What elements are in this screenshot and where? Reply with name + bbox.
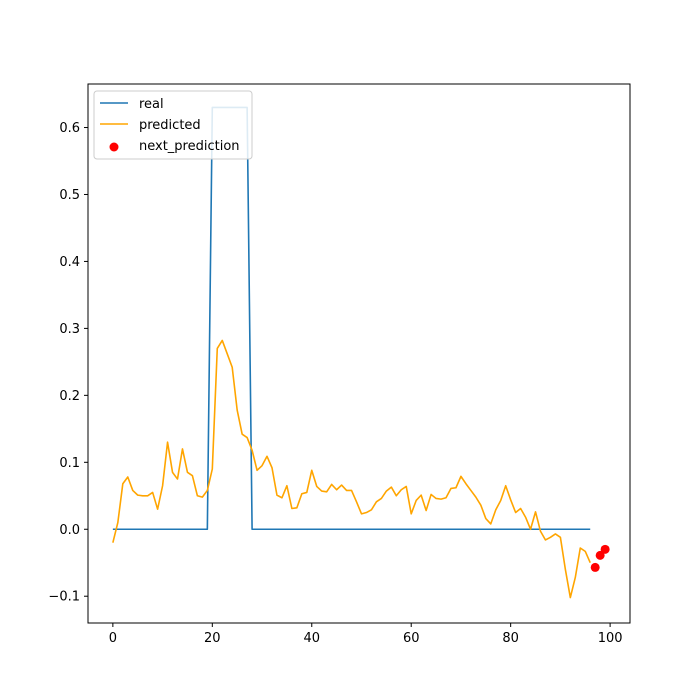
x-tick-label: 80	[502, 631, 519, 646]
legend-label-next_prediction: next_prediction	[139, 139, 240, 154]
y-tick-label: 0.0	[59, 523, 80, 538]
axes-frame	[87, 83, 631, 624]
y-tick-label: 0.1	[59, 456, 80, 471]
y-axis: −0.1 0.0 0.1 0.2 0.3 0.4 0.5 0.6	[48, 121, 88, 605]
x-tick-label: 100	[598, 631, 623, 646]
legend-label-real: real	[139, 97, 164, 112]
y-tick-label: −0.1	[48, 590, 80, 605]
legend-box	[93, 90, 253, 160]
scatter-point-next_prediction	[590, 562, 600, 572]
y-tick-label: 0.2	[59, 389, 80, 404]
scatter-point-next_prediction	[600, 544, 610, 554]
x-axis: 0 20 40 60 80 100	[109, 623, 623, 646]
x-tick-label: 0	[109, 631, 117, 646]
x-tick-label: 60	[403, 631, 420, 646]
y-tick-label: 0.3	[59, 322, 80, 337]
y-tick-label: 0.4	[59, 255, 80, 270]
x-tick-label: 40	[303, 631, 320, 646]
series-line-predicted	[112, 339, 591, 599]
legend-label-predicted: predicted	[139, 118, 201, 133]
x-tick-label: 20	[204, 631, 221, 646]
y-tick-label: 0.5	[59, 188, 80, 203]
scatter-point-next_prediction	[595, 550, 605, 560]
legend-swatch-next_prediction	[109, 142, 119, 152]
y-tick-label: 0.6	[59, 121, 80, 136]
legend: real predicted next_prediction	[93, 90, 253, 160]
